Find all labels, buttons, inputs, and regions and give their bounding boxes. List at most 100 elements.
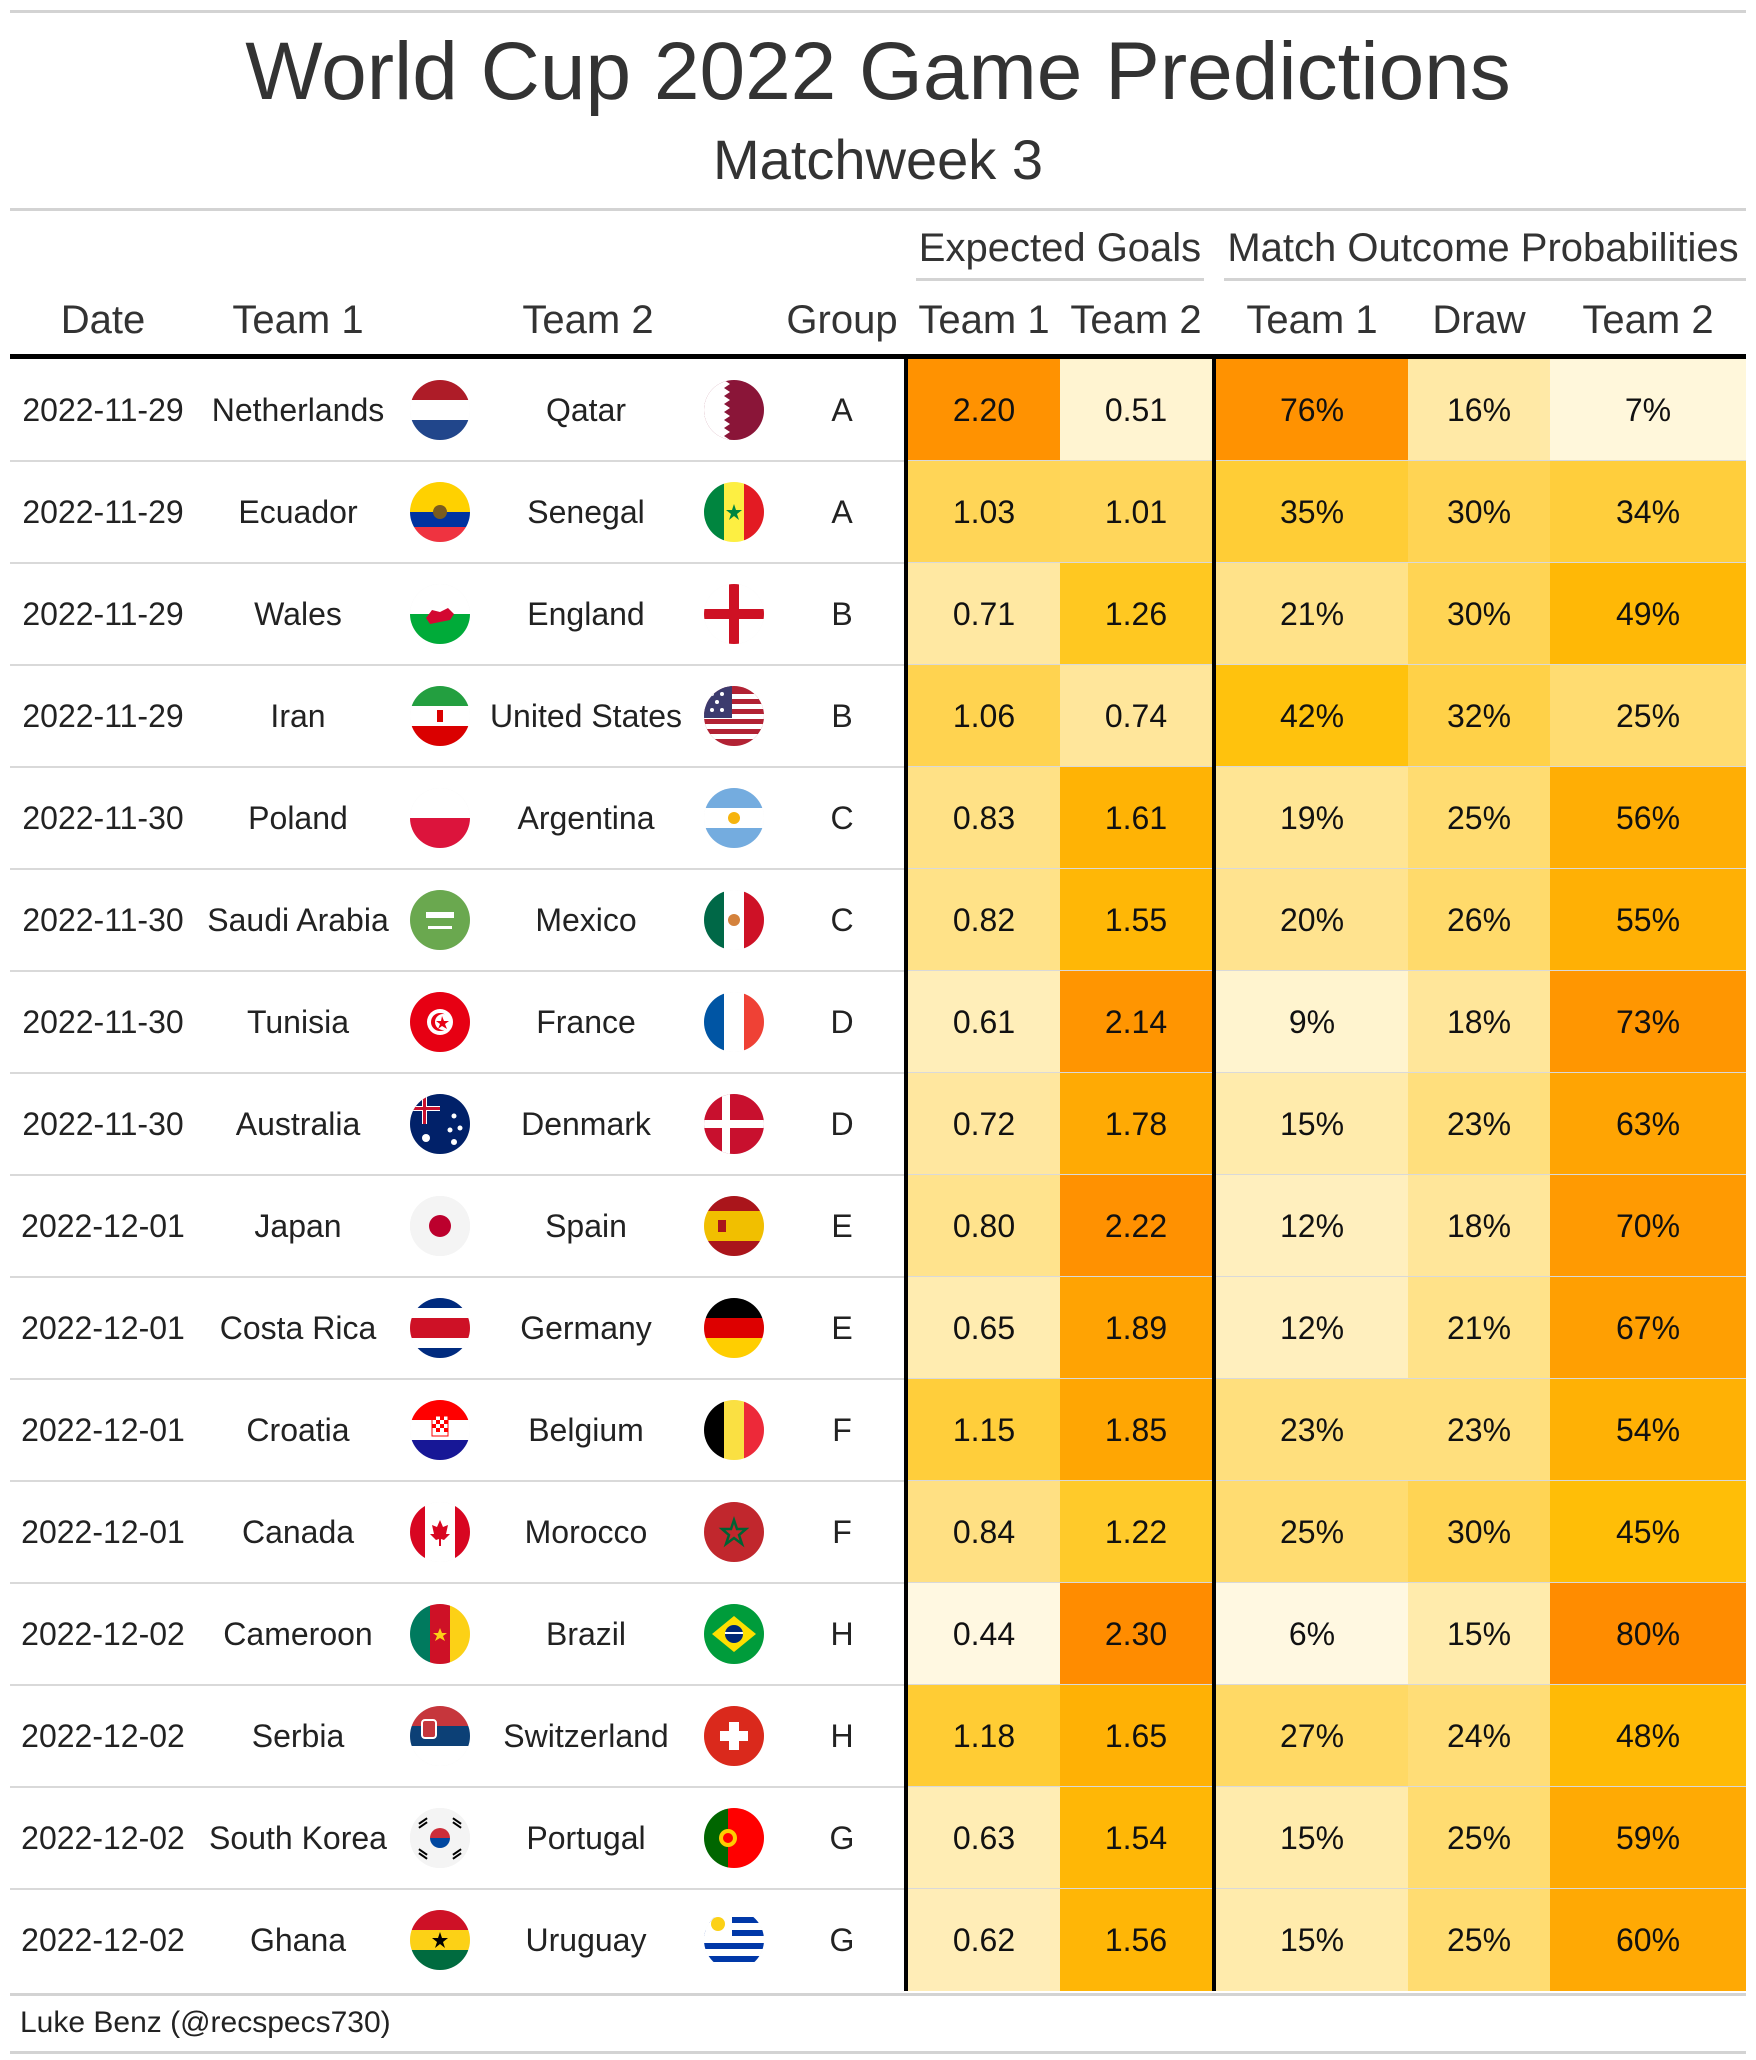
date-cell: 2022-11-29 <box>22 596 184 632</box>
xg-team1-cell: 0.84 <box>908 1481 1060 1583</box>
xg-team1-cell: 0.63 <box>908 1787 1060 1889</box>
tunisia-flag-icon <box>410 992 470 1052</box>
divider-expected-goals <box>904 356 908 1991</box>
row-divider <box>10 562 1746 564</box>
footer-rule <box>10 1993 1746 1996</box>
xg-team1-cell: 0.62 <box>908 1889 1060 1991</box>
prob-team2-cell: 7% <box>1550 359 1746 461</box>
row-divider <box>10 460 1746 462</box>
cameroon-flag-icon <box>410 1604 470 1664</box>
canada-flag-icon <box>410 1502 470 1562</box>
prob-team2-cell: 34% <box>1550 461 1746 563</box>
xg-team2-cell: 1.54 <box>1060 1787 1212 1889</box>
xg-team1-cell: 1.03 <box>908 461 1060 563</box>
prob-team2-cell: 73% <box>1550 971 1746 1073</box>
date-cell: 2022-12-02 <box>21 1718 185 1754</box>
xg-team2-cell: 2.14 <box>1060 971 1212 1073</box>
xg-team2-cell: 1.65 <box>1060 1685 1212 1787</box>
xg-team2-cell: 1.61 <box>1060 767 1212 869</box>
prob-draw-cell: 16% <box>1408 359 1550 461</box>
wales-flag-icon <box>410 584 470 644</box>
prob-draw-cell: 25% <box>1408 767 1550 869</box>
team1-cell: Canada <box>241 1514 355 1550</box>
divider-outcome <box>1212 356 1216 1991</box>
column-header-team2: Team 2 <box>522 298 654 342</box>
prob-team1-cell: 12% <box>1216 1277 1408 1379</box>
bottom-rule <box>10 2051 1746 2054</box>
table-row: 2022-12-01 Canada Morocco F 0.84 1.22 25% 30% 45… <box>10 1481 1746 1583</box>
table-row: 2022-12-01 Costa Rica Germany E 0.65 1.89 12% 2… <box>10 1277 1746 1379</box>
team2-cell: Uruguay <box>525 1922 647 1958</box>
xg-team2-cell: 1.78 <box>1060 1073 1212 1175</box>
prob-team1-cell: 15% <box>1216 1787 1408 1889</box>
team2-cell: Switzerland <box>503 1718 669 1754</box>
xg-team1-cell: 0.80 <box>908 1175 1060 1277</box>
ecuador-flag-icon <box>410 482 470 542</box>
team2-cell: England <box>527 596 645 632</box>
team1-cell: Netherlands <box>211 392 385 428</box>
row-divider <box>10 1072 1746 1074</box>
spanner-outcome-probabilities: Match Outcome Probabilities <box>1227 226 1739 270</box>
prob-draw-cell: 25% <box>1408 1787 1550 1889</box>
group-cell: B <box>831 596 853 632</box>
prob-draw-cell: 32% <box>1408 665 1550 767</box>
row-divider <box>10 664 1746 666</box>
prob-team2-cell: 70% <box>1550 1175 1746 1277</box>
team2-cell: Mexico <box>535 902 637 938</box>
group-cell: D <box>830 1106 854 1142</box>
date-cell: 2022-11-30 <box>22 1004 184 1040</box>
date-cell: 2022-12-02 <box>21 1922 185 1958</box>
prob-team1-cell: 23% <box>1216 1379 1408 1481</box>
date-cell: 2022-12-01 <box>21 1412 185 1448</box>
team1-cell: Poland <box>248 800 348 836</box>
prob-team1-cell: 6% <box>1216 1583 1408 1685</box>
xg-team2-cell: 0.51 <box>1060 359 1212 461</box>
xg-team1-cell: 0.72 <box>908 1073 1060 1175</box>
prob-team1-cell: 20% <box>1216 869 1408 971</box>
date-cell: 2022-12-02 <box>21 1820 185 1856</box>
date-cell: 2022-12-01 <box>21 1310 185 1346</box>
prob-team1-cell: 42% <box>1216 665 1408 767</box>
qatar-flag-icon <box>704 380 764 440</box>
xg-team2-cell: 0.74 <box>1060 665 1212 767</box>
table-row: 2022-11-30 Tunisia France D 0.61 2.14 9% 18% 73% <box>10 971 1746 1073</box>
team2-cell: United States <box>489 698 683 734</box>
title-rule <box>10 208 1746 211</box>
serbia-flag-icon <box>410 1706 470 1766</box>
prob-team2-cell: 55% <box>1550 869 1746 971</box>
date-cell: 2022-12-02 <box>21 1616 185 1652</box>
xg-team2-cell: 1.01 <box>1060 461 1212 563</box>
xg-team2-cell: 1.55 <box>1060 869 1212 971</box>
team1-cell: Ecuador <box>238 494 358 530</box>
date-cell: 2022-12-01 <box>21 1208 185 1244</box>
team2-cell: France <box>536 1004 636 1040</box>
prob-draw-cell: 18% <box>1408 971 1550 1073</box>
xg-team1-cell: 1.18 <box>908 1685 1060 1787</box>
table-row: 2022-12-02 Serbia Switzerland H 1.18 1.65 27% 2… <box>10 1685 1746 1787</box>
row-divider <box>10 1174 1746 1176</box>
prob-team1-cell: 9% <box>1216 971 1408 1073</box>
date-cell: 2022-11-29 <box>22 494 184 530</box>
xg-team2-cell: 2.22 <box>1060 1175 1212 1277</box>
date-cell: 2022-11-30 <box>22 902 184 938</box>
table-row: 2022-11-29 Ecuador Senegal A 1.03 1.01 35% 30% 3… <box>10 461 1746 563</box>
team1-cell: Wales <box>254 596 342 632</box>
team2-cell: Argentina <box>517 800 655 836</box>
group-cell: G <box>829 1820 855 1856</box>
united-states-flag-icon <box>704 686 764 746</box>
group-cell: H <box>830 1616 854 1652</box>
france-flag-icon <box>704 992 764 1052</box>
table-row: 2022-11-30 Australia Denmark D 0.72 1.78 15% 23… <box>10 1073 1746 1175</box>
switzerland-flag-icon <box>704 1706 764 1766</box>
prob-draw-cell: 24% <box>1408 1685 1550 1787</box>
row-divider <box>10 970 1746 972</box>
croatia-flag-icon <box>410 1400 470 1460</box>
prob-team2-cell: 48% <box>1550 1685 1746 1787</box>
xg-team1-cell: 0.61 <box>908 971 1060 1073</box>
column-header-date: Date <box>60 298 146 342</box>
xg-team1-cell: 0.44 <box>908 1583 1060 1685</box>
group-cell: C <box>830 800 854 836</box>
date-cell: 2022-12-01 <box>21 1514 185 1550</box>
prob-team1-cell: 25% <box>1216 1481 1408 1583</box>
date-cell: 2022-11-30 <box>22 800 184 836</box>
